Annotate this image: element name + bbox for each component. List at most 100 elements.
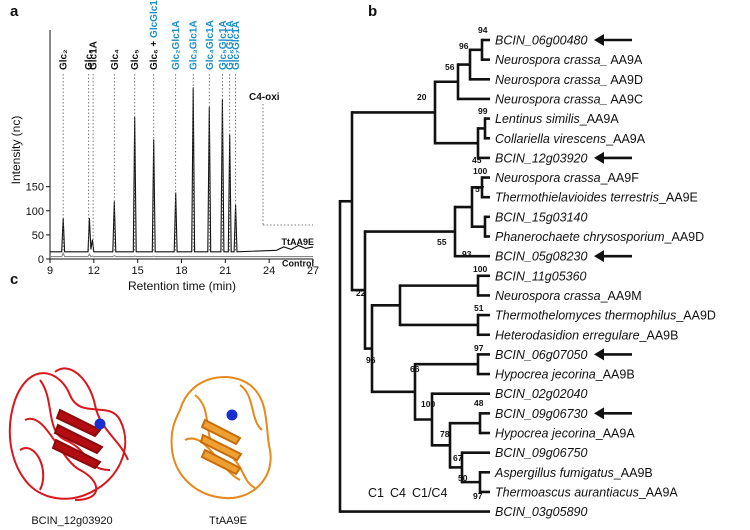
leaf-name: Neurospora crassa_ bbox=[495, 92, 608, 106]
leaf-name: BCIN_12g03920 bbox=[495, 151, 587, 165]
leaf-label: Lentinus similis_AA9A bbox=[495, 112, 619, 126]
bootstrap: 97 bbox=[474, 343, 484, 353]
leaf-suffix: _AA9E bbox=[658, 191, 698, 205]
bootstrap: 93 bbox=[462, 249, 472, 259]
leaf-label: BCIN_15g03140 bbox=[495, 210, 587, 224]
leaf-name: Collariella virescens bbox=[495, 132, 606, 146]
bootstrap: 66 bbox=[410, 364, 420, 374]
bootstrap: 50 bbox=[458, 473, 468, 483]
leaf-suffix: _AA9A bbox=[638, 485, 679, 499]
leaf-name: Hypocrea jecorina bbox=[495, 427, 596, 441]
leaf-name: Neurospora crassa_ bbox=[495, 53, 608, 67]
leaf-suffix: _AA9A bbox=[595, 427, 636, 441]
panel-label: c bbox=[10, 271, 18, 288]
y-tick-label: 50 bbox=[32, 230, 44, 242]
leaf-label: Neurospora crassa_ AA9D bbox=[495, 73, 643, 87]
leaf-name: BCIN_15g03140 bbox=[495, 210, 587, 224]
peak-label: Glc₆Glc1A bbox=[225, 20, 236, 70]
panel-label: a bbox=[10, 3, 19, 20]
leaf-label: BCIN_06g00480 bbox=[495, 34, 587, 48]
legend-entry: C1/C4 bbox=[412, 486, 447, 500]
x-tick-label: 21 bbox=[219, 265, 231, 277]
legend-entry: C4 bbox=[390, 486, 406, 500]
peak-label: Glc₇Glc1A bbox=[231, 21, 242, 70]
peak-label: Glc₅Glc1A bbox=[218, 20, 229, 70]
x-axis-label: Retention time (min) bbox=[128, 279, 236, 293]
leaf-name: BCIN_09g06730 bbox=[495, 407, 587, 421]
arrow-head bbox=[594, 348, 604, 361]
arrow-head bbox=[594, 250, 604, 263]
arrow-head bbox=[594, 151, 604, 164]
bootstrap: 99 bbox=[478, 106, 488, 116]
leaf-label: Thermothielavioides terrestris_AA9E bbox=[495, 191, 698, 205]
y-tick-label: 150 bbox=[26, 182, 44, 194]
trace bbox=[50, 87, 314, 253]
peak-label-part: Glc₃Glc1A bbox=[189, 20, 200, 70]
leaf-suffix: AA9C bbox=[608, 92, 643, 106]
leaf-name: BCIN_02g02040 bbox=[495, 387, 587, 401]
bootstrap: 96 bbox=[459, 41, 469, 51]
peak-label: Glc₄ bbox=[110, 49, 121, 70]
leaf-label: BCIN_06g07050 bbox=[495, 348, 587, 362]
peak-label-part: Glc₆ + bbox=[149, 38, 160, 70]
leaf-name: Aspergillus fumigatus bbox=[494, 466, 614, 480]
leaf-label: Heterodasidion erregulare_AA9B bbox=[495, 328, 678, 342]
leaf-label: BCIN_12g03920 bbox=[495, 151, 587, 165]
metal-ion bbox=[226, 409, 238, 421]
peak-label-part: GlcGlc1A bbox=[149, 0, 160, 38]
leaf-suffix: _AA9B bbox=[639, 328, 679, 342]
bootstrap: 78 bbox=[440, 429, 450, 439]
leaf-label: Hypocrea jecorina_AA9A bbox=[495, 427, 635, 441]
x-tick-label: 12 bbox=[88, 265, 100, 277]
bootstrap: 56 bbox=[445, 62, 455, 72]
structure-label: TtAA9E bbox=[209, 515, 247, 527]
leaf-suffix: _AA9A bbox=[605, 132, 646, 146]
structure-label: BCIN_12g03920 bbox=[31, 515, 112, 527]
x-tick-label: 9 bbox=[47, 265, 53, 277]
leaf-label: BCIN_09g06730 bbox=[495, 407, 587, 421]
leaf-label: Neurospora crassa_ AA9C bbox=[495, 92, 643, 106]
peak-label-part: Glc₄ bbox=[110, 49, 121, 70]
peak-label-part: Glc₂Glc1A bbox=[171, 21, 182, 70]
leaf-name: Neurospora crassa_ bbox=[495, 73, 608, 87]
leaf-name: BCIN_05g08230 bbox=[495, 250, 587, 264]
leaf-label: BCIN_03g05890 bbox=[495, 505, 587, 519]
x-tick-label: 15 bbox=[132, 265, 144, 277]
peak-label-part: Glc₂ bbox=[59, 49, 70, 70]
leaf-label: Hypocrea jecorina_AA9B bbox=[495, 368, 635, 382]
leaf-suffix: _AA9B bbox=[613, 466, 653, 480]
side-label: C4-oxi bbox=[249, 92, 280, 103]
bootstrap: 97 bbox=[473, 491, 483, 501]
panel-label: b bbox=[368, 3, 377, 20]
bootstrap: 48 bbox=[474, 398, 484, 408]
leaf-label: Aspergillus fumigatus_AA9B bbox=[494, 466, 653, 480]
peak-label-part: Glc₃ bbox=[84, 49, 95, 70]
arrow-head bbox=[594, 407, 604, 420]
leaf-name: BCIN_11g05360 bbox=[495, 269, 587, 283]
peak-label: Glc₃ bbox=[84, 49, 95, 70]
peak-label: Glc₆ + GlcGlc1A bbox=[149, 0, 160, 70]
leaf-name: BCIN_03g05890 bbox=[495, 505, 587, 519]
y-axis-label: Intensity (nc) bbox=[9, 116, 23, 185]
leaf-name: Hypocrea jecorina bbox=[495, 368, 596, 382]
peak-label-part: Glc₅Glc1A bbox=[218, 20, 229, 70]
bootstrap: 45 bbox=[472, 155, 482, 165]
peak-label-part: Glc₄Glc1A bbox=[205, 20, 216, 70]
bootstrap: 96 bbox=[366, 355, 376, 365]
bootstrap: 67 bbox=[453, 453, 463, 463]
peak-label-part: Glc₅ bbox=[130, 49, 141, 70]
leaf-suffix: _AA9M bbox=[600, 289, 642, 303]
leaf-label: Thermothelomyces thermophilus_AA9D bbox=[495, 309, 716, 323]
leaf-name: Neurospora crassa bbox=[495, 171, 601, 185]
bootstrap: 57 bbox=[475, 184, 485, 194]
peak-label-part: Glc1A bbox=[89, 41, 100, 70]
bootstrap: 20 bbox=[417, 92, 427, 102]
bootstrap: 51 bbox=[474, 303, 484, 313]
leaf-suffix: _AA9D bbox=[664, 230, 705, 244]
leaf-name: Neurospora crassa bbox=[495, 289, 601, 303]
peak-label-part: Glc₇Glc1A bbox=[231, 21, 242, 70]
leaf-label: BCIN_02g02040 bbox=[495, 387, 587, 401]
peak-label: Glc₅ bbox=[130, 49, 141, 70]
trace-label: TtAA9E bbox=[281, 237, 314, 247]
